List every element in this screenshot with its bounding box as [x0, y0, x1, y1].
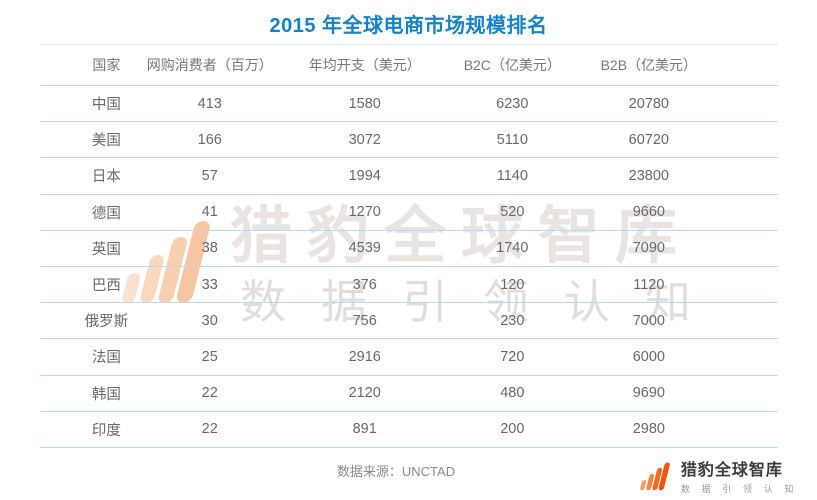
table-row: 印度 22 891 200 2980: [40, 412, 778, 448]
value-cell: 22: [201, 385, 218, 402]
table-row: 中国 413 1580 6230 20780: [40, 86, 778, 123]
value-cell: 2980: [632, 421, 665, 438]
country-cell: 韩国: [91, 386, 121, 403]
column-header-country: 国家: [92, 57, 121, 73]
value-cell: 376: [352, 276, 377, 293]
value-cell: 520: [500, 204, 525, 221]
value-cell: 5110: [496, 131, 528, 148]
table-row: 俄罗斯 30 756 230 7000: [40, 303, 778, 340]
value-cell: 120: [500, 276, 525, 293]
column-header-online-shoppers: 网购消费者（百万）: [146, 57, 273, 73]
value-cell: 1270: [348, 204, 381, 221]
value-cell: 38: [201, 240, 218, 257]
value-cell: 230: [500, 312, 525, 329]
value-cell: 756: [352, 312, 377, 329]
logo-tagline: 数 据 引 领 认 知: [680, 484, 798, 494]
country-cell: 英国: [91, 241, 121, 258]
value-cell: 25: [201, 348, 218, 365]
data-source-label: 数据来源：UNCTAD: [336, 463, 456, 479]
value-cell: 20780: [628, 95, 669, 112]
value-cell: 1580: [348, 95, 381, 112]
value-cell: 41: [201, 204, 218, 221]
filler-cell: [756, 267, 778, 302]
value-cell: 1994: [348, 167, 381, 184]
column-header-b2b: B2B（亿美元）: [600, 57, 698, 73]
filler-cell: [756, 303, 778, 338]
country-cell: 巴西: [91, 278, 121, 295]
filler-cell: [756, 231, 778, 266]
value-cell: 22: [201, 421, 218, 438]
value-cell: 9660: [632, 204, 665, 221]
value-cell: 3072: [348, 131, 381, 148]
filler-cell: [756, 376, 778, 411]
filler-cell: [756, 412, 778, 447]
table-body: 中国 413 1580 6230 20780 美国 166 3072 5110 60720 日本 57…: [40, 86, 778, 448]
value-cell: 891: [352, 421, 377, 438]
cheetah-lab-logo: 猎豹全球智库 数 据 引 领 认 知: [640, 456, 798, 495]
value-cell: 57: [201, 167, 218, 184]
value-cell: 1120: [633, 276, 665, 293]
filler-cell: [756, 86, 778, 121]
value-cell: 1140: [496, 167, 528, 184]
filler-cell: [756, 122, 778, 157]
table-row: 日本 57 1994 1140 23800: [40, 158, 778, 195]
table-header-row: 国家 网购消费者（百万） 年均开支（美元） B2C（亿美元） B2B（亿美元）: [40, 44, 778, 86]
value-cell: 1740: [496, 240, 529, 257]
value-cell: 720: [500, 348, 525, 365]
column-header-annual-spend: 年均开支（美元）: [308, 57, 421, 73]
column-header-b2c: B2C（亿美元）: [463, 57, 561, 73]
column-header-filler: [756, 45, 778, 85]
page-title: 2015 年全球电商市场规模排名: [269, 15, 548, 37]
value-cell: 60720: [628, 131, 669, 148]
data-table: 国家 网购消费者（百万） 年均开支（美元） B2C（亿美元） B2B（亿美元） …: [40, 44, 778, 448]
value-cell: 30: [201, 312, 218, 329]
country-cell: 德国: [91, 205, 121, 222]
table-row: 美国 166 3072 5110 60720: [40, 122, 778, 159]
value-cell: 413: [197, 95, 222, 112]
value-cell: 480: [500, 385, 525, 402]
value-cell: 200: [500, 421, 525, 438]
value-cell: 2120: [348, 385, 381, 402]
cheetah-lab-bars-icon: [640, 461, 670, 490]
value-cell: 6000: [632, 348, 665, 365]
value-cell: 6230: [496, 95, 529, 112]
table-row: 巴西 33 376 120 1120: [40, 267, 778, 304]
logo-text-block: 猎豹全球智库 数 据 引 领 认 知: [681, 456, 798, 495]
value-cell: 2916: [348, 348, 381, 365]
country-cell: 中国: [91, 97, 121, 114]
value-cell: 7090: [632, 240, 665, 257]
country-cell: 俄罗斯: [84, 314, 129, 331]
filler-cell: [756, 195, 778, 230]
country-cell: 美国: [91, 133, 121, 150]
table-row: 法国 25 2916 720 6000: [40, 339, 778, 376]
logo-brand-name: 猎豹全球智库: [680, 462, 783, 479]
value-cell: 9690: [632, 385, 665, 402]
value-cell: 23800: [628, 167, 669, 184]
value-cell: 33: [201, 276, 218, 293]
value-cell: 4539: [348, 240, 381, 257]
table-row: 韩国 22 2120 480 9690: [40, 376, 778, 412]
value-cell: 166: [197, 131, 222, 148]
table-container: 猎豹全球智库 数据引领认知 国家 网购消费者（百万） 年均开支（美元） B2C（…: [40, 44, 778, 480]
table-row: 英国 38 4539 1740 7090: [40, 231, 778, 267]
country-cell: 印度: [91, 422, 121, 439]
table-row: 德国 41 1270 520 9660: [40, 195, 778, 231]
value-cell: 7000: [632, 312, 665, 329]
filler-cell: [756, 339, 778, 374]
country-cell: 法国: [91, 350, 121, 367]
filler-cell: [756, 158, 778, 193]
country-cell: 日本: [91, 169, 121, 186]
